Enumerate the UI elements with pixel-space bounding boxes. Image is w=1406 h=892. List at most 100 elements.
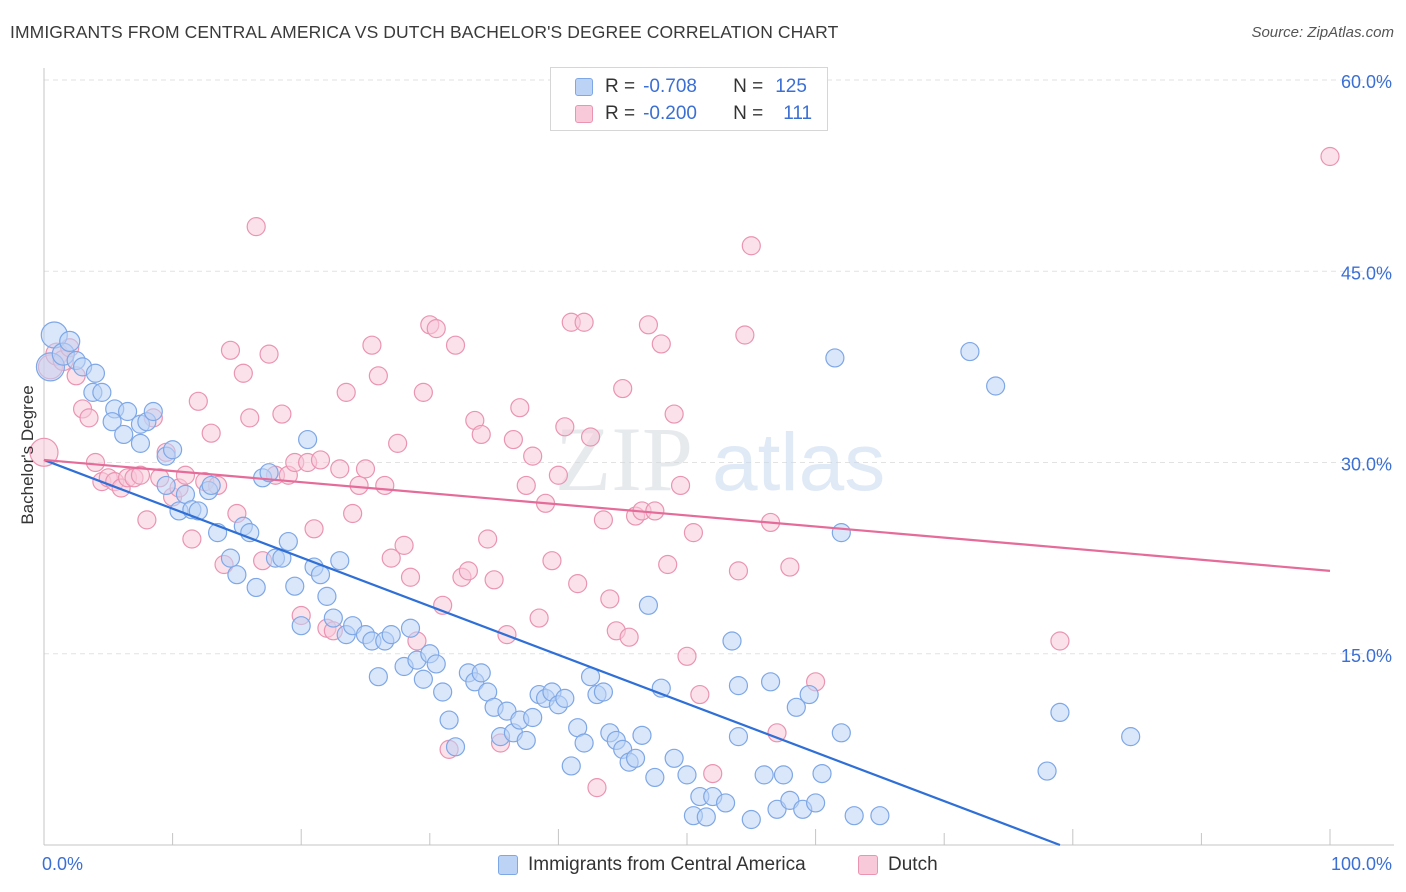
data-point-pink: [574, 312, 594, 332]
data-point-blue: [413, 669, 433, 689]
watermark-atlas: atlas: [712, 417, 885, 508]
data-point-blue: [799, 684, 819, 705]
data-point-pink: [272, 404, 292, 424]
data-point-blue: [664, 748, 684, 768]
data-point-blue: [696, 807, 716, 827]
data-point-pink: [220, 340, 241, 360]
data-point-pink: [690, 684, 710, 705]
data-point-pink: [555, 417, 575, 437]
data-point-pink: [613, 378, 633, 399]
data-point-pink: [503, 429, 523, 450]
data-point-blue: [188, 501, 208, 521]
data-point-pink: [182, 529, 202, 549]
data-point-blue: [523, 707, 543, 728]
y-tick-label: 30.0%: [1341, 455, 1392, 475]
data-point-blue: [426, 654, 446, 674]
data-point-pink: [233, 363, 253, 383]
watermark-zip: ZIP: [555, 408, 693, 510]
data-point-blue: [677, 765, 697, 785]
data-point-blue: [831, 723, 851, 743]
data-point-blue: [220, 548, 241, 568]
data-point-blue: [574, 733, 594, 753]
data-point-pink: [658, 554, 678, 575]
data-point-pink: [542, 551, 562, 571]
series-legend-item-dutch: Dutch: [858, 852, 938, 878]
data-point-pink: [664, 404, 684, 424]
data-point-blue: [741, 809, 761, 830]
data-point-blue: [330, 551, 350, 571]
data-point-blue: [201, 475, 221, 496]
data-point-blue: [715, 793, 736, 813]
data-point-pink: [310, 450, 331, 470]
legend-r-value-blue: -0.708: [643, 76, 697, 97]
data-point-pink: [304, 519, 324, 539]
central-america-points: [35, 321, 1141, 830]
data-point-blue: [445, 737, 466, 757]
data-point-blue: [812, 763, 832, 784]
data-point-blue: [368, 667, 388, 687]
data-point-blue: [561, 756, 581, 776]
data-point-blue: [986, 376, 1006, 396]
data-point-pink: [343, 503, 363, 524]
data-point-blue: [130, 433, 151, 453]
data-point-blue: [805, 793, 826, 813]
data-point-blue: [400, 618, 421, 638]
data-point-pink: [548, 465, 569, 485]
data-point-pink: [728, 561, 749, 581]
data-point-blue: [433, 682, 453, 702]
data-point-blue: [298, 429, 318, 450]
data-point-blue: [246, 577, 266, 598]
data-point-pink: [355, 459, 376, 479]
data-point-blue: [844, 806, 864, 826]
data-point-blue: [786, 697, 806, 717]
data-point-blue: [825, 348, 845, 368]
data-point-pink: [523, 446, 543, 466]
data-point-pink: [175, 465, 196, 485]
data-point-blue: [156, 475, 176, 496]
data-point-pink: [426, 319, 446, 339]
data-point-blue: [516, 730, 536, 751]
data-point-pink: [484, 570, 504, 590]
data-point-blue: [143, 401, 163, 422]
legend-r-label: R =: [605, 103, 636, 124]
legend-swatch-pink: [575, 105, 593, 123]
data-point-pink: [767, 723, 787, 743]
data-point-blue: [625, 748, 646, 768]
data-point-pink: [580, 427, 601, 447]
data-point-pink: [638, 315, 659, 335]
data-point-pink: [683, 523, 704, 543]
data-point-pink: [1050, 631, 1070, 651]
data-point-pink: [188, 391, 208, 411]
data-point-blue: [960, 341, 980, 362]
data-point-blue: [831, 523, 851, 543]
correlation-legend: R = -0.708 N = 125 R = -0.200 N = 111: [550, 67, 828, 131]
legend-n-value-pink: 111: [783, 103, 813, 124]
x-tick-label: 0.0%: [42, 854, 83, 874]
data-point-pink: [413, 382, 433, 402]
legend-row-blue: R = -0.708 N = 125: [575, 74, 807, 100]
data-point-pink: [336, 382, 356, 402]
data-point-blue: [1037, 761, 1057, 781]
data-point-pink: [201, 423, 221, 443]
data-point-pink: [330, 459, 350, 479]
data-point-blue: [773, 765, 794, 785]
data-point-blue: [310, 565, 331, 585]
y-tick-label: 60.0%: [1341, 72, 1392, 92]
data-point-blue: [1050, 702, 1070, 723]
data-point-blue: [59, 330, 81, 352]
series-label-central-america: Immigrants from Central America: [528, 854, 806, 875]
data-point-pink: [516, 475, 536, 496]
data-point-pink: [510, 398, 530, 418]
data-point-blue: [323, 608, 343, 628]
data-point-pink: [780, 557, 800, 577]
data-point-pink: [137, 510, 157, 530]
data-point-pink: [645, 501, 665, 521]
series-legend-item-central-america: Immigrants from Central America: [498, 852, 806, 878]
data-point-blue: [439, 710, 459, 730]
data-point-blue: [102, 412, 122, 432]
data-point-blue: [645, 767, 665, 788]
data-point-blue: [291, 616, 311, 636]
data-point-pink: [741, 236, 761, 256]
data-point-blue: [1121, 727, 1141, 747]
data-point-pink: [394, 535, 414, 555]
